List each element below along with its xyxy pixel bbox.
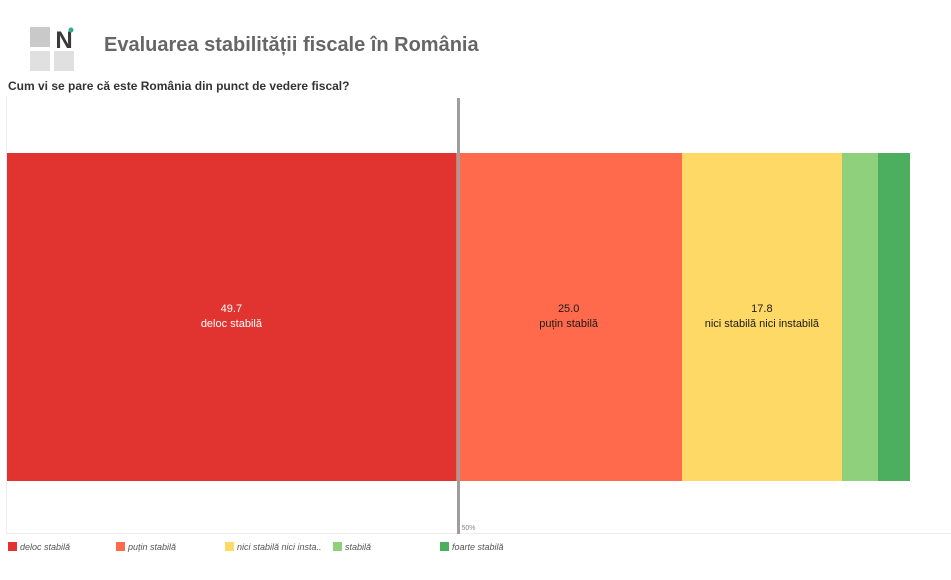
bar-segment-foarte-stabilă[interactable]: [878, 153, 910, 481]
legend-label: nici stabilă nici insta..: [237, 542, 322, 552]
legend-swatch: [225, 542, 234, 551]
segment-value: 25.0: [557, 303, 580, 315]
segment-category: nici stabilă nici instabilă: [704, 318, 820, 330]
reference-line-label: 50%: [461, 525, 476, 532]
bar-segment-nici-stabilă-nici-instabilă[interactable]: 17.8 nici stabilă nici instabilă: [681, 153, 843, 481]
logo: N: [30, 27, 74, 71]
legend-swatch: [333, 542, 342, 551]
reference-line-50: [457, 98, 460, 534]
legend-swatch: [116, 542, 125, 551]
legend-label: puțin stabilă: [128, 542, 177, 552]
segment-category: deloc stabilă: [200, 318, 262, 330]
legend-item[interactable]: stabilă: [333, 540, 440, 554]
legend-item[interactable]: deloc stabilă: [8, 540, 116, 554]
segment-data-label: 17.8 nici stabilă nici instabilă: [682, 302, 843, 332]
page-title: Evaluarea stabilității fiscale în Români…: [104, 34, 479, 56]
bar-segment-stabilă[interactable]: [842, 153, 879, 481]
segment-category: puțin stabilă: [539, 318, 599, 330]
segment-value: 49.7: [220, 303, 243, 315]
plot-area: [6, 96, 951, 534]
legend-label: deloc stabilă: [20, 542, 71, 552]
segment-data-label: 49.7 deloc stabilă: [7, 302, 456, 332]
segment-data-label: 25.0 puțin stabilă: [456, 302, 682, 332]
bar-segment-deloc-stabilă[interactable]: 49.7 deloc stabilă: [7, 153, 456, 481]
legend-label: stabilă: [345, 542, 372, 552]
legend-swatch: [8, 542, 17, 551]
legend-item[interactable]: nici stabilă nici insta..: [225, 540, 333, 554]
legend-item[interactable]: foarte stabilă: [440, 540, 550, 554]
logo-mark-icon: N: [30, 27, 74, 71]
logo-letter: N: [55, 27, 72, 54]
question-subtitle: Cum vi se pare că este România din punct…: [8, 79, 350, 93]
legend: deloc stabilă puțin stabilă nici stabilă n…: [8, 540, 550, 554]
legend-label: foarte stabilă: [452, 542, 504, 552]
legend-swatch: [440, 542, 449, 551]
segment-value: 17.8: [751, 303, 773, 315]
legend-item[interactable]: puțin stabilă: [116, 540, 225, 554]
stacked-bar-chart: 49.7 deloc stabilă 25.0 puțin stabilă 17.8 ni…: [0, 96, 951, 541]
bar-row: 49.7 deloc stabilă 25.0 puțin stabilă 17.8 ni…: [7, 153, 910, 481]
bar-segment-puțin-stabilă[interactable]: 25.0 puțin stabilă: [455, 153, 682, 481]
